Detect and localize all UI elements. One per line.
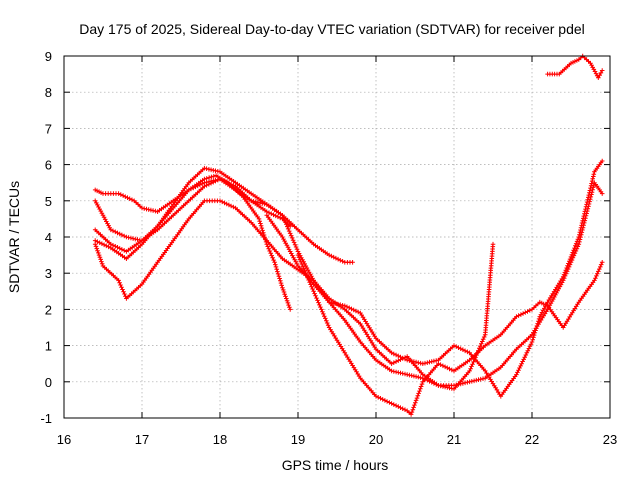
x-axis-ticks: 16 17 18 19 20 21 22 23: [57, 56, 617, 447]
series-markers: [92, 165, 496, 392]
x-tick-label: 18: [213, 432, 227, 447]
grid: [64, 56, 610, 418]
x-tick-label: 20: [369, 432, 383, 447]
series-track-8: [545, 53, 605, 80]
series-line: [297, 254, 603, 416]
x-tick-label: 23: [603, 432, 617, 447]
y-tick-label: 4: [45, 230, 52, 245]
y-axis-ticks: -1 0 1 2 3 4 5 6 7 8 9: [40, 49, 610, 426]
series-markers: [92, 176, 355, 265]
series-line: [94, 167, 494, 390]
x-tick-label: 21: [447, 432, 461, 447]
data-series-layer: [92, 53, 605, 417]
chart-title: Day 175 of 2025, Sidereal Day-to-day VTE…: [79, 21, 585, 37]
series-track-1: [92, 176, 355, 265]
y-tick-label: -1: [40, 411, 52, 426]
series-markers: [92, 158, 605, 399]
y-tick-label: 9: [45, 49, 52, 64]
x-tick-label: 17: [135, 432, 149, 447]
series-line: [94, 178, 353, 263]
x-axis-label: GPS time / hours: [282, 457, 389, 473]
x-tick-label: 16: [57, 432, 71, 447]
y-tick-label: 7: [45, 121, 52, 136]
series-markers: [295, 252, 605, 417]
x-tick-label: 19: [291, 432, 305, 447]
y-tick-label: 5: [45, 194, 52, 209]
y-tick-label: 0: [45, 375, 52, 390]
y-tick-label: 8: [45, 85, 52, 100]
x-tick-label: 22: [525, 432, 539, 447]
series-track-4: [92, 165, 496, 392]
y-tick-label: 1: [45, 339, 52, 354]
y-tick-label: 6: [45, 158, 52, 173]
series-track-7: [295, 252, 605, 417]
series-markers: [545, 53, 605, 80]
series-track-5: [92, 158, 605, 399]
series-markers: [264, 180, 605, 388]
y-tick-label: 2: [45, 302, 52, 317]
y-tick-label: 3: [45, 266, 52, 281]
series-track-6: [264, 180, 605, 388]
series-track-3: [92, 173, 293, 312]
y-axis-label: SDTVAR / TECUs: [6, 181, 22, 293]
series-markers: [92, 173, 293, 312]
